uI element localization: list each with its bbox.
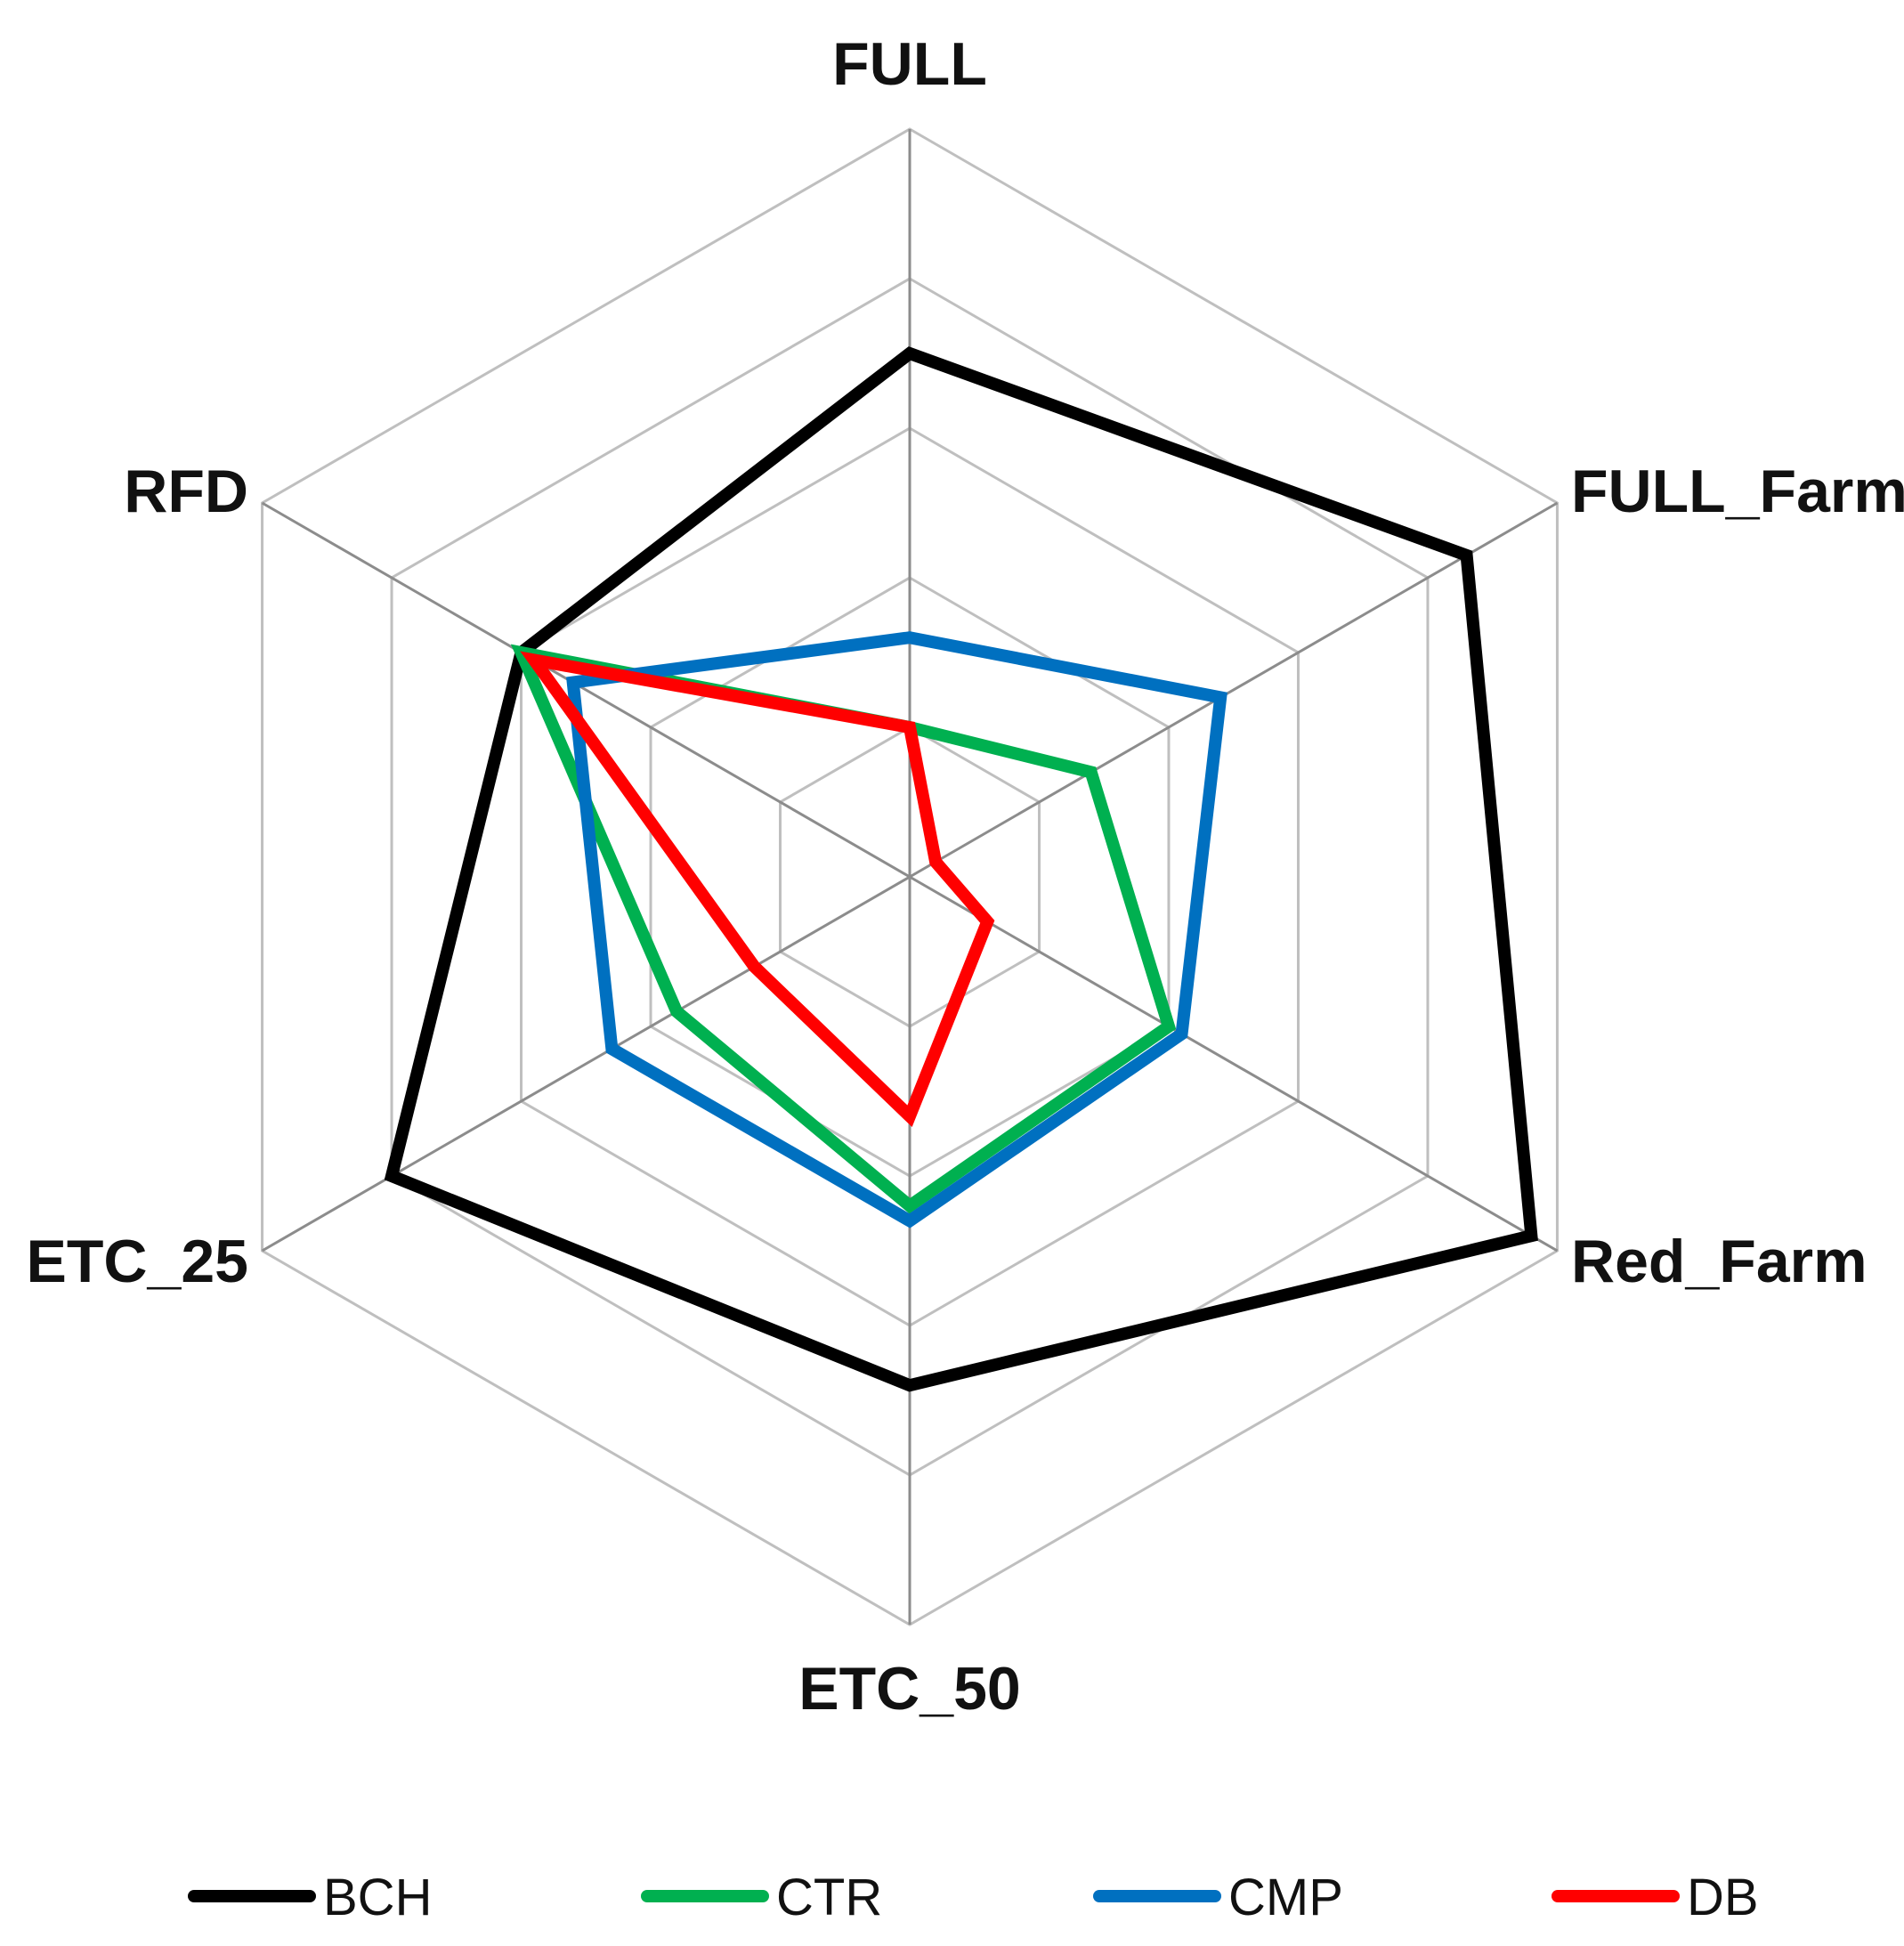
axis-label-full-farm: FULL_Farm [1571, 458, 1904, 525]
axis-label-etc-50: ETC_50 [798, 1655, 1020, 1723]
series-cmp [566, 631, 1227, 1228]
spoke-etc-25 [261, 875, 911, 1253]
axis-labels: FULL FULL_Farm Red_Farm ETC_50 ETC_25 RFD [27, 30, 1904, 1723]
axis-label-etc-25: ETC_25 [27, 1228, 248, 1295]
spoke-rfd [261, 501, 911, 879]
spoke-red-farm [909, 875, 1559, 1253]
radar-series [384, 346, 1538, 1392]
legend-label-bch: BCH [323, 1869, 432, 1926]
spoke-full-farm [909, 501, 1559, 879]
series-bch [384, 346, 1538, 1392]
axis-label-rfd: RFD [124, 458, 248, 525]
axis-label-red-farm: Red_Farm [1571, 1228, 1868, 1295]
axis-label-full: FULL [832, 30, 987, 98]
legend: BCH CTR CMP DB [188, 1869, 1759, 1926]
legend-label-cmp: CMP [1228, 1869, 1343, 1926]
legend-label-db: DB [1687, 1869, 1759, 1926]
series-ctr [510, 644, 1177, 1214]
series-db [520, 651, 995, 1128]
legend-label-ctr: CTR [776, 1869, 882, 1926]
